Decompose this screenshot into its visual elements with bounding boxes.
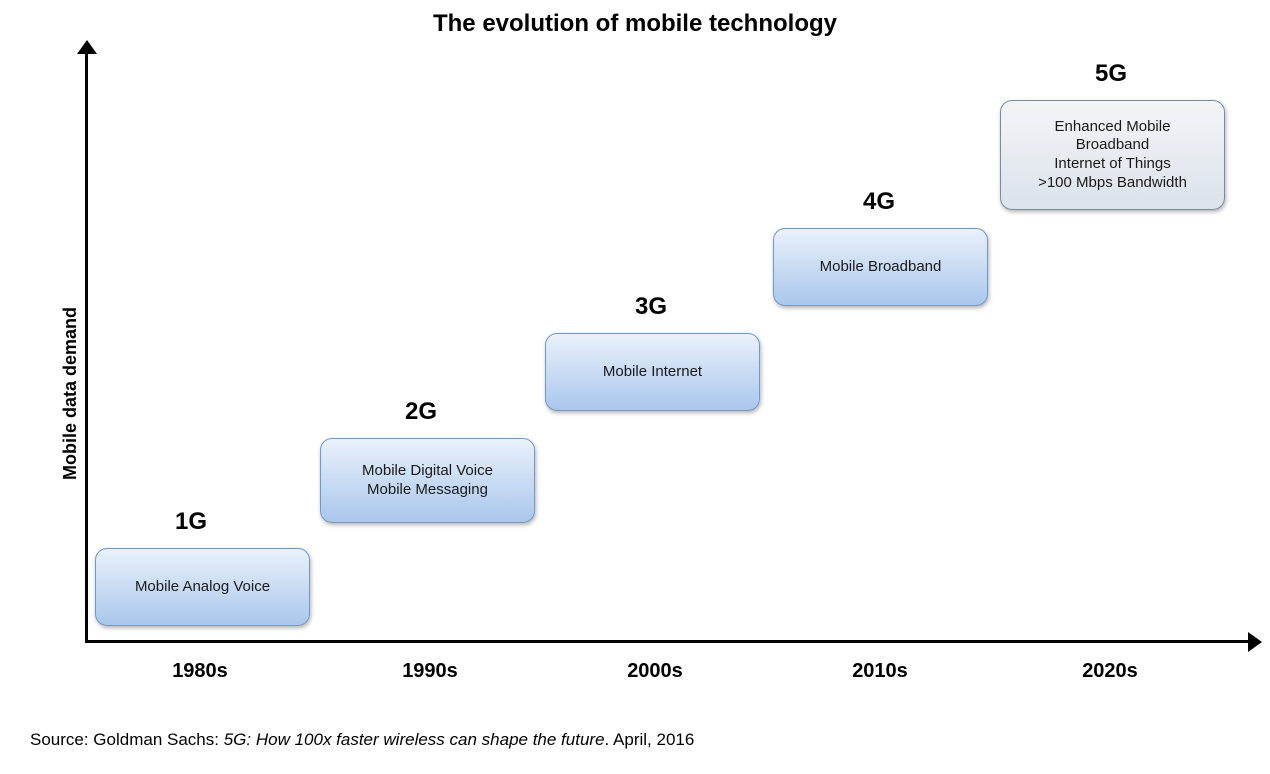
generation-box-line: Enhanced Mobile xyxy=(1055,118,1171,137)
diagram-canvas: The evolution of mobile technology Mobil… xyxy=(0,0,1270,774)
generation-box: Mobile Digital VoiceMobile Messaging xyxy=(320,438,535,523)
x-tick-label: 2010s xyxy=(852,660,908,683)
x-axis-line xyxy=(85,640,1250,643)
x-tick-label: 1980s xyxy=(172,660,228,683)
generation-box: Mobile Broadband xyxy=(773,228,988,306)
generation-box: Mobile Internet xyxy=(545,333,760,411)
generation-box-line: Mobile Broadband xyxy=(820,258,942,277)
x-tick-label: 1990s xyxy=(402,660,458,683)
generation-box-line: Mobile Messaging xyxy=(367,481,488,500)
generation-label: 4G xyxy=(863,188,895,216)
x-tick-label: 2020s xyxy=(1082,660,1138,683)
generation-label: 3G xyxy=(635,293,667,321)
generation-box-line: Broadband xyxy=(1076,136,1149,155)
source-prefix: Source: Goldman Sachs: xyxy=(30,730,224,749)
generation-box-line: >100 Mbps Bandwidth xyxy=(1038,174,1187,193)
y-axis-arrow-icon xyxy=(77,40,97,54)
generation-box-line: Mobile Internet xyxy=(603,363,702,382)
y-axis-line xyxy=(85,50,88,640)
source-citation: Source: Goldman Sachs: 5G: How 100x fast… xyxy=(30,730,694,750)
chart-title: The evolution of mobile technology xyxy=(0,10,1270,38)
source-italic: 5G: How 100x faster wireless can shape t… xyxy=(224,730,605,749)
y-axis-label: Mobile data demand xyxy=(60,307,81,480)
generation-label: 1G xyxy=(175,508,207,536)
generation-box-line: Mobile Digital Voice xyxy=(362,462,493,481)
generation-box: Mobile Analog Voice xyxy=(95,548,310,626)
generation-label: 2G xyxy=(405,398,437,426)
generation-box: Enhanced MobileBroadbandInternet of Thin… xyxy=(1000,100,1225,210)
generation-label: 5G xyxy=(1095,60,1127,88)
x-axis-arrow-icon xyxy=(1248,632,1262,652)
generation-box-line: Internet of Things xyxy=(1054,155,1170,174)
source-suffix: . April, 2016 xyxy=(605,730,695,749)
generation-box-line: Mobile Analog Voice xyxy=(135,578,270,597)
x-tick-label: 2000s xyxy=(627,660,683,683)
